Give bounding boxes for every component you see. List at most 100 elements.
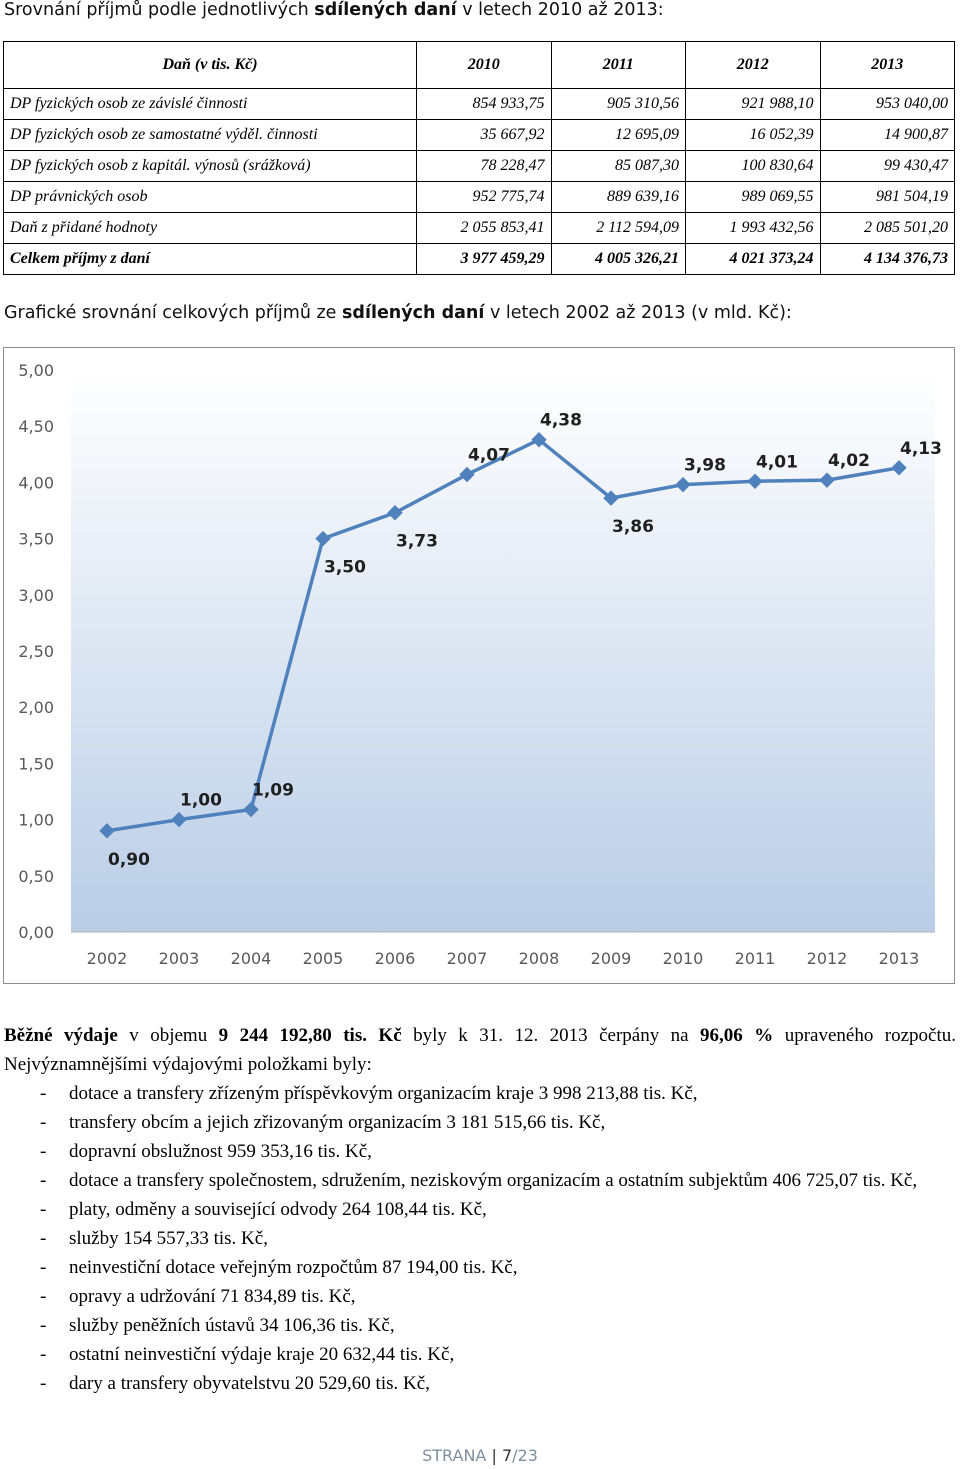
table-header-cell: 2011 — [550, 41, 686, 89]
series-markers — [99, 431, 907, 839]
x-tick-label: 2008 — [519, 949, 560, 968]
data-point-marker — [531, 431, 547, 448]
series-line — [106, 437, 900, 833]
x-axis-ticks: 2002 2003 2004 2005 2006 2007 2008 2009 2010 2011… — [87, 949, 920, 968]
list-dash: - — [40, 1344, 47, 1365]
expense-item: - služby peněžních ústavů 34 106,36 tis. … — [4, 1311, 956, 1340]
data-point-marker — [99, 823, 115, 839]
list-dash: - — [40, 1315, 47, 1336]
row-label: DP fyzických osob ze závislé činnosti — [3, 88, 417, 120]
expense-item-text: opravy a udržování 71 834,89 tis. Kč, — [69, 1286, 356, 1307]
data-label: 4,02 — [828, 451, 870, 471]
y-tick-label: 3,50 — [18, 530, 54, 549]
row-label: DP fyzických osob ze samostatné výděl. č… — [3, 119, 417, 151]
y-tick-label: 0,50 — [18, 867, 54, 886]
x-tick-label: 2006 — [375, 949, 416, 968]
expense-items-list: - dotace a transfery zřízeným příspěvkový… — [4, 1079, 956, 1398]
x-tick-label: 2011 — [735, 949, 776, 968]
data-point-marker — [747, 473, 763, 489]
y-tick-label: 1,50 — [18, 754, 54, 773]
total-value: 4 021 373,24 — [685, 243, 821, 275]
list-dash: - — [40, 1083, 47, 1104]
total-value: 3 977 459,29 — [416, 243, 552, 275]
row-value: 905 310,56 — [550, 88, 686, 120]
data-point-marker — [171, 811, 187, 828]
y-tick-label: 0,00 — [18, 923, 54, 942]
row-value: 2 112 594,09 — [550, 212, 686, 244]
list-dash: - — [40, 1199, 47, 1220]
table-header-cell: 2012 — [685, 41, 821, 89]
data-point-marker — [675, 476, 691, 493]
table-header-cell: 2013 — [819, 41, 955, 89]
data-label: 3,86 — [612, 517, 654, 537]
data-label: 4,07 — [468, 446, 510, 466]
table-row: DP fyzických osob z kapitál. výnosů (srá… — [3, 150, 955, 182]
row-value: 99 430,47 — [819, 150, 955, 182]
tax-revenue-line-chart: 0,00 0,50 1,00 1,50 2,00 2,50 3,00 3,50 4,00 4,50… — [3, 347, 955, 984]
expense-item: - dotace a transfery společnostem, sdruže… — [4, 1166, 956, 1195]
row-label: DP fyzických osob z kapitál. výnosů (srá… — [3, 150, 417, 182]
expense-item-text: ostatní neinvestiční výdaje kraje 20 632… — [69, 1344, 455, 1365]
total-value: 4 005 326,21 — [550, 243, 686, 275]
y-tick-label: 2,50 — [18, 642, 54, 661]
y-tick-label: 4,50 — [18, 417, 54, 436]
row-label: DP právnických osob — [3, 181, 417, 213]
expense-item-text: dotace a transfery zřízeným příspěvkovým… — [69, 1083, 698, 1104]
expense-item-text: služby peněžních ústavů 34 106,36 tis. K… — [69, 1315, 395, 1336]
data-label: 4,38 — [540, 411, 582, 431]
row-value: 16 052,39 — [685, 119, 821, 151]
x-tick-label: 2012 — [807, 949, 848, 968]
data-point-marker — [819, 472, 835, 488]
table-row: DP právnických osob 952 775,74 889 639,1… — [3, 181, 955, 213]
row-value: 952 775,74 — [416, 181, 552, 213]
expense-item-text: neinvestiční dotace veřejným rozpočtům 8… — [69, 1257, 518, 1278]
expense-item-text: dopravní obslužnost 959 353,16 tis. Kč, — [69, 1141, 372, 1162]
expense-item-text: dotace a transfery společnostem, sdružen… — [69, 1170, 918, 1191]
y-axis-ticks: 0,00 0,50 1,00 1,50 2,00 2,50 3,00 3,50 4,00 4,50… — [18, 361, 54, 942]
row-value: 1 993 432,56 — [685, 212, 821, 244]
data-point-marker — [603, 490, 619, 506]
row-value: 921 988,10 — [685, 88, 821, 120]
row-value: 2 085 501,20 — [819, 212, 955, 244]
list-dash: - — [40, 1141, 47, 1162]
table-header-cell: Daň (v tis. Kč) — [3, 41, 417, 89]
data-label: 1,00 — [180, 791, 222, 811]
row-value: 12 695,09 — [550, 119, 686, 151]
x-tick-label: 2007 — [447, 949, 488, 968]
tax-income-table: Daň (v tis. Kč) 2010 2011 2012 2013 DP f… — [3, 41, 955, 275]
data-label: 3,50 — [324, 558, 366, 578]
x-tick-label: 2002 — [87, 949, 128, 968]
data-label: 3,98 — [684, 456, 726, 476]
row-value: 854 933,75 — [416, 88, 552, 120]
expense-item: - dopravní obslužnost 959 353,16 tis. Kč, — [4, 1137, 956, 1166]
expense-item: - opravy a udržování 71 834,89 tis. Kč, — [4, 1282, 956, 1311]
expense-item: - dotace a transfery zřízeným příspěvkový… — [4, 1079, 956, 1108]
data-label: 4,01 — [756, 452, 798, 472]
y-tick-label: 4,00 — [18, 473, 54, 492]
table-row: Daň z přidané hodnoty 2 055 853,41 2 112… — [3, 212, 955, 244]
total-label: Celkem příjmy z daní — [3, 243, 417, 275]
x-tick-label: 2005 — [303, 949, 344, 968]
list-dash: - — [40, 1286, 47, 1307]
list-dash: - — [40, 1170, 47, 1191]
row-value: 981 504,19 — [819, 181, 955, 213]
expense-item-text: platy, odměny a související odvody 264 1… — [69, 1199, 487, 1220]
plot-area — [71, 370, 935, 932]
data-labels: 0,90 1,00 1,09 3,50 3,73 4,07 4,38 3,86 3,98 4,01… — [108, 411, 942, 870]
data-point-marker — [315, 530, 331, 547]
y-tick-label: 3,00 — [18, 586, 54, 605]
x-tick-label: 2009 — [591, 949, 632, 968]
page-footer: STRANA | 7/23 — [422, 1446, 538, 1465]
list-dash: - — [40, 1228, 47, 1249]
expense-item: - služby 154 557,33 tis. Kč, — [4, 1224, 956, 1253]
table-total-row: Celkem příjmy z daní 3 977 459,29 4 005 … — [3, 243, 955, 275]
list-dash: - — [40, 1257, 47, 1278]
table-header-cell: 2010 — [416, 41, 552, 89]
row-value: 35 667,92 — [416, 119, 552, 151]
x-tick-label: 2003 — [159, 949, 200, 968]
table-row: DP fyzických osob ze samostatné výděl. č… — [3, 119, 955, 151]
row-value: 100 830,64 — [685, 150, 821, 182]
data-label: 4,13 — [900, 439, 942, 459]
y-tick-label: 5,00 — [18, 361, 54, 380]
table-heading: Srovnání příjmů podle jednotlivých sdíle… — [4, 0, 664, 20]
